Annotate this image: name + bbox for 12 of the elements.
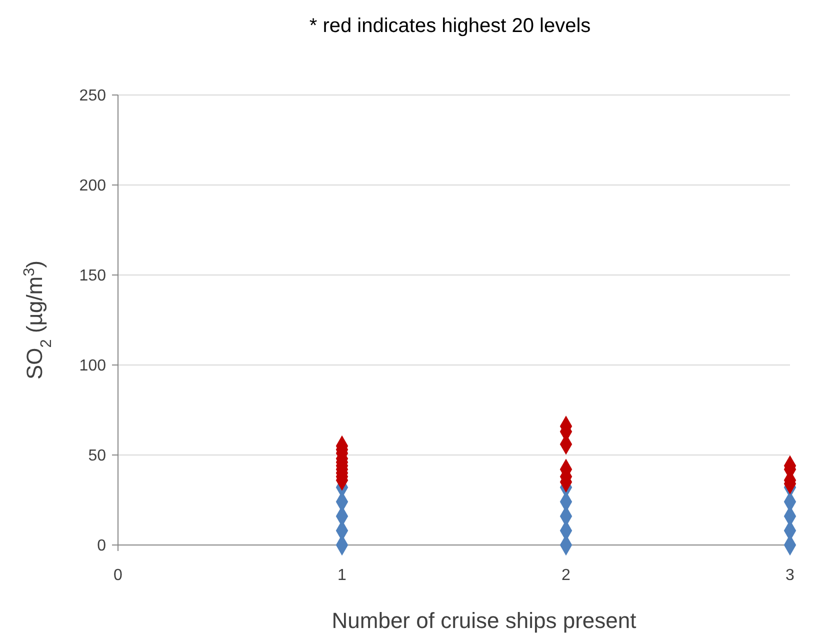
x-tick-label: 0 (114, 567, 123, 584)
x-tick-label: 1 (338, 567, 347, 584)
y-tick-label: 50 (88, 448, 106, 465)
y-tick-label: 200 (79, 178, 106, 195)
x-tick-label: 2 (562, 567, 571, 584)
y-tick-label: 0 (97, 538, 106, 555)
x-axis-title: Number of cruise ships present (332, 608, 636, 633)
y-tick-label: 150 (79, 268, 106, 285)
y-tick-label: 100 (79, 358, 106, 375)
chart-title: * red indicates highest 20 levels (309, 15, 591, 37)
x-tick-label: 3 (786, 567, 795, 584)
y-tick-label: 250 (79, 88, 106, 105)
